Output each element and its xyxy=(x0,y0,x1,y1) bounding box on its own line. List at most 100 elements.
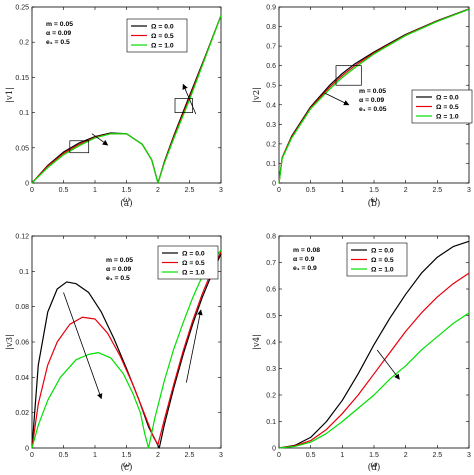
y-tick-label: 0.04 xyxy=(15,375,29,382)
trend-arrow xyxy=(91,133,109,146)
chart-panel-c: 0 0.5 1 1.5 2 2.5 3 0 0.02 0.04 0.06 0.08 0.1 0.12 ω |v… xyxy=(5,234,223,474)
y-tick-label: 0.12 xyxy=(15,234,29,241)
x-tick-label: 1 xyxy=(93,452,97,459)
legend-label-0: Ω = 0.0 xyxy=(371,248,394,255)
trend-arrow xyxy=(376,349,400,380)
y-tick-label: 0.1 xyxy=(266,419,276,426)
legend-label-1: Ω = 0.5 xyxy=(182,260,205,267)
y-tick-label: 0.7 xyxy=(266,44,276,51)
trend-arrow xyxy=(182,83,197,115)
series-line-2 xyxy=(278,8,470,184)
parameter-text: m = 0.05 xyxy=(46,21,73,28)
parameter-text: α = 0.09 xyxy=(359,97,384,104)
legend-box xyxy=(157,245,219,280)
y-tick-label: 0.6 xyxy=(266,63,276,70)
x-tick-label: 1.5 xyxy=(122,452,132,459)
x-tick-label: 0.5 xyxy=(306,187,316,194)
legend-label-2: Ω = 1.0 xyxy=(371,267,394,274)
legend-label-0: Ω = 0.0 xyxy=(436,95,459,102)
series-line-2 xyxy=(278,312,470,449)
x-tick-label: 2 xyxy=(156,452,160,459)
y-tick-label: 0.9 xyxy=(266,5,276,12)
series-line-2 xyxy=(31,249,222,449)
trend-arrow xyxy=(185,309,203,383)
y-tick-label: 0.15 xyxy=(15,75,29,82)
trend-arrow xyxy=(63,292,103,400)
legend-label-1: Ω = 0.5 xyxy=(371,257,394,264)
x-axis-label: ω xyxy=(123,195,130,205)
y-tick-label: 0.1 xyxy=(19,110,29,117)
x-tick-label: 1 xyxy=(93,187,97,194)
zoom-box xyxy=(335,65,362,86)
panel-caption: (b) xyxy=(368,198,381,209)
legend-label-2: Ω = 1.0 xyxy=(436,114,459,121)
y-tick-label: 0.02 xyxy=(15,410,29,417)
y-tick-label: 0 xyxy=(25,181,29,188)
y-tick-label: 0 xyxy=(25,446,29,453)
y-tick-label: 0.08 xyxy=(15,304,29,311)
x-tick-label: 0 xyxy=(30,187,34,194)
y-tick-label: 0.8 xyxy=(266,24,276,31)
y-tick-label: 0 xyxy=(272,181,276,188)
y-tick-label: 0.6 xyxy=(266,287,276,294)
x-tick-label: 1 xyxy=(340,452,344,459)
legend-label-2: Ω = 1.0 xyxy=(151,43,174,50)
parameter-text: α = 0.09 xyxy=(46,30,71,37)
y-tick-label: 0.2 xyxy=(266,393,276,400)
x-tick-label: 1.5 xyxy=(369,452,379,459)
series-line-0 xyxy=(278,240,470,449)
x-tick-label: 0 xyxy=(277,187,281,194)
zoom-box xyxy=(69,140,90,154)
y-axis-label: |v4| xyxy=(252,334,262,350)
trend-arrow xyxy=(324,92,350,106)
y-tick-label: 0.25 xyxy=(15,5,29,12)
legend-label-1: Ω = 0.5 xyxy=(151,33,174,40)
parameter-text: m = 0.08 xyxy=(293,247,320,254)
x-axis-label: ω xyxy=(371,460,378,470)
zoom-box xyxy=(174,98,193,113)
y-tick-label: 0.2 xyxy=(19,40,29,47)
x-axis-label: ω xyxy=(123,460,130,470)
x-tick-label: 2 xyxy=(404,187,408,194)
y-tick-label: 0.4 xyxy=(266,102,276,109)
y-tick-label: 0.06 xyxy=(15,340,29,347)
parameter-text: e₁ = 0.5 xyxy=(46,39,70,46)
y-axis-label: |v2| xyxy=(252,87,262,103)
y-tick-label: 0.7 xyxy=(266,260,276,267)
x-axis-label: ω xyxy=(371,195,378,205)
x-tick-label: 1.5 xyxy=(122,187,132,194)
y-tick-label: 0.8 xyxy=(266,234,276,241)
parameter-text: m = 0.05 xyxy=(359,88,386,95)
x-tick-label: 2 xyxy=(404,452,408,459)
chart-panel-a: 0 0.5 1 1.5 2 2.5 3 0 0.05 0.1 0.15 0.2 0.25 ω |v1| (a)… xyxy=(5,5,223,210)
x-tick-label: 3 xyxy=(219,187,223,194)
x-tick-label: 3 xyxy=(219,452,223,459)
parameter-text: α = 0.9 xyxy=(293,256,315,263)
chart-panel-b: 0 0.5 1 1.5 2 2.5 3 0 0.1 0.2 0.3 0.4 0.5 0.6 0.7 0.8 0.… xyxy=(252,5,473,209)
legend-label-2: Ω = 1.0 xyxy=(182,270,205,277)
series-line-1 xyxy=(278,272,470,449)
x-tick-label: 2.5 xyxy=(185,452,195,459)
y-tick-label: 0.05 xyxy=(15,145,29,152)
chart-panel-d: 0 0.5 1 1.5 2 2.5 3 0 0.1 0.2 0.3 0.4 0.5 0.6 0.7 0.8 ω |… xyxy=(252,234,471,474)
parameter-text: e₁ = 0.5 xyxy=(106,275,130,282)
x-tick-label: 0.5 xyxy=(59,452,69,459)
y-axis-label: |v3| xyxy=(5,334,15,350)
legend-label-1: Ω = 0.5 xyxy=(436,104,459,111)
series-line-1 xyxy=(31,251,222,449)
y-tick-label: 0.5 xyxy=(266,313,276,320)
x-tick-label: 3 xyxy=(467,452,471,459)
x-tick-label: 0 xyxy=(277,452,281,459)
panel-caption: (c) xyxy=(120,462,132,473)
parameter-text: e₁ = 0.9 xyxy=(293,265,317,272)
x-tick-label: 2.5 xyxy=(432,452,442,459)
x-tick-label: 1.5 xyxy=(369,187,379,194)
y-tick-label: 0.2 xyxy=(266,141,276,148)
x-tick-label: 0.5 xyxy=(59,187,69,194)
x-tick-label: 2.5 xyxy=(185,187,195,194)
panel-caption: (d) xyxy=(368,462,381,473)
parameter-text: α = 0.09 xyxy=(106,266,131,273)
y-tick-label: 0.5 xyxy=(266,83,276,90)
x-tick-label: 0.5 xyxy=(306,452,316,459)
